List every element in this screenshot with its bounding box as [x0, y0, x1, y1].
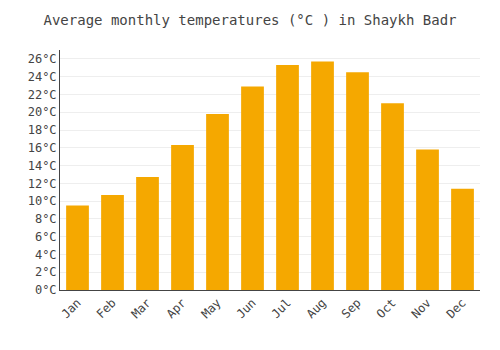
- svg-text:26°C: 26°C: [28, 52, 57, 66]
- svg-text:Feb: Feb: [94, 296, 119, 321]
- svg-text:Jan: Jan: [59, 296, 84, 321]
- svg-text:Nov: Nov: [409, 296, 434, 321]
- svg-text:2°C: 2°C: [35, 265, 57, 279]
- svg-text:Sep: Sep: [339, 296, 364, 321]
- svg-text:Dec: Dec: [444, 296, 469, 321]
- svg-text:4°C: 4°C: [35, 248, 57, 262]
- svg-text:0°C: 0°C: [35, 283, 57, 297]
- svg-text:Apr: Apr: [164, 296, 189, 321]
- svg-text:6°C: 6°C: [35, 230, 57, 244]
- svg-text:16°C: 16°C: [28, 141, 57, 155]
- svg-text:8°C: 8°C: [35, 212, 57, 226]
- svg-text:Average monthly temperatures (: Average monthly temperatures (°C ) in Sh…: [43, 12, 456, 28]
- svg-text:May: May: [199, 296, 224, 321]
- svg-text:22°C: 22°C: [28, 88, 57, 102]
- svg-text:10°C: 10°C: [28, 194, 57, 208]
- svg-text:24°C: 24°C: [28, 70, 57, 84]
- svg-text:Oct: Oct: [374, 296, 399, 321]
- svg-text:Aug: Aug: [304, 296, 329, 321]
- svg-text:14°C: 14°C: [28, 159, 57, 173]
- svg-text:Mar: Mar: [129, 296, 154, 321]
- svg-text:Jun: Jun: [234, 296, 259, 321]
- svg-text:18°C: 18°C: [28, 123, 57, 137]
- svg-text:20°C: 20°C: [28, 105, 57, 119]
- svg-text:Jul: Jul: [269, 296, 294, 321]
- svg-text:12°C: 12°C: [28, 177, 57, 191]
